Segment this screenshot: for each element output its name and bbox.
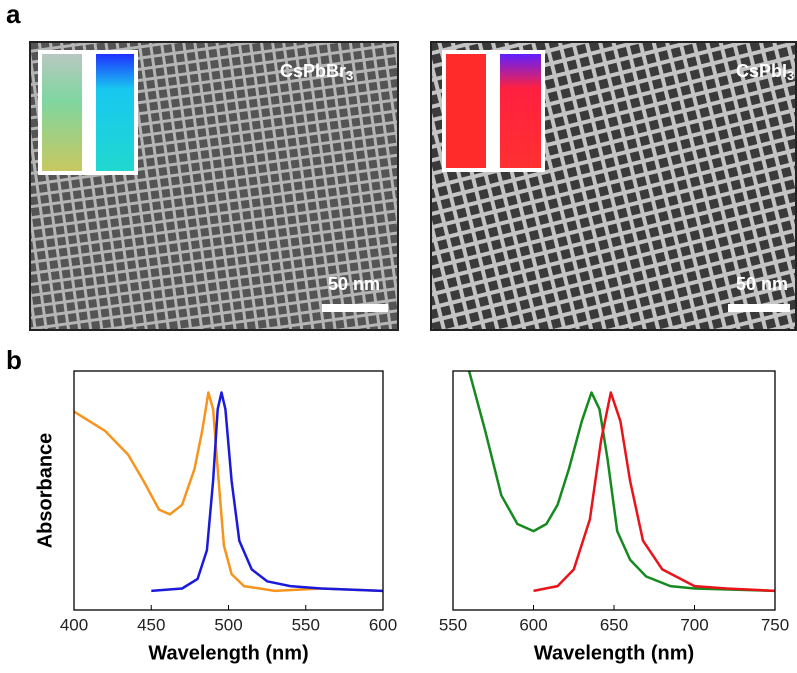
subscript: 3	[346, 68, 353, 83]
formula: CsPbBr	[280, 61, 346, 81]
x-tick-label: 400	[60, 615, 88, 634]
x-axis-label: Wavelength (nm)	[534, 642, 694, 664]
plot-frame	[73, 370, 384, 611]
image-label: CsPbBr3	[280, 61, 353, 84]
x-axis-label: Wavelength (nm)	[148, 642, 308, 664]
tem-image: CsPbI3 50 nm	[430, 41, 797, 331]
image-label: CsPbI3	[736, 61, 794, 84]
scale-bar-label: 50 nm	[736, 274, 788, 294]
scale-bar-label: 50 nm	[328, 274, 380, 294]
panel-label: a	[6, 0, 21, 29]
spectrum-line	[467, 370, 776, 593]
panel-label: b	[6, 345, 22, 375]
formula: CsPbI	[736, 61, 787, 81]
x-tick-label: 700	[680, 615, 708, 634]
x-tick-label: 750	[761, 615, 789, 634]
x-tick-label: 650	[600, 615, 628, 634]
x-tick-label: 500	[214, 615, 242, 634]
spectrum-line	[151, 391, 384, 593]
spectrum-line	[73, 391, 384, 593]
y-axis-label: Absorbance	[34, 433, 56, 549]
x-tick-label: 600	[369, 615, 397, 634]
spectrum-line	[533, 391, 776, 593]
tem-image: CsPbBr3 50 nm	[29, 41, 399, 331]
x-tick-label: 550	[292, 615, 320, 634]
x-tick-label: 450	[137, 615, 165, 634]
x-tick-label: 600	[519, 615, 547, 634]
subscript: 3	[787, 68, 794, 83]
x-tick-label: 550	[439, 615, 467, 634]
